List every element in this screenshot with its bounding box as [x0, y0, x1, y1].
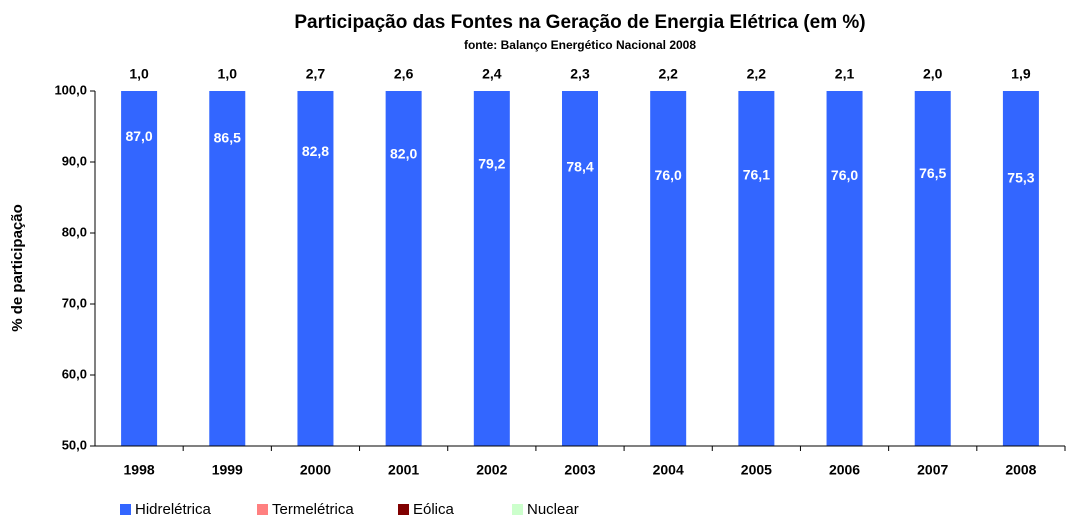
data-label: 87,0 — [125, 128, 152, 144]
data-label: 78,4 — [566, 158, 593, 174]
x-tick-label: 2002 — [476, 462, 507, 478]
y-tick-label: 90,0 — [62, 153, 87, 168]
bar-segment — [826, 91, 863, 446]
legend-label: Hidrelétrica — [135, 501, 212, 518]
data-label: 75,3 — [1007, 169, 1034, 185]
data-label: 2,2 — [658, 66, 678, 82]
bar-segment — [209, 91, 246, 446]
y-tick-label: 50,0 — [62, 437, 87, 452]
bar-segment — [385, 91, 422, 446]
legend-swatch — [257, 504, 268, 515]
chart-title: Participação das Fontes na Geração de En… — [294, 12, 865, 33]
data-label: 2,7 — [306, 66, 326, 82]
bar-segment — [297, 91, 334, 446]
bar-segment — [914, 91, 951, 446]
bar-segment — [738, 91, 775, 446]
bar-segment — [121, 91, 158, 446]
x-tick-label: 2007 — [917, 462, 948, 478]
x-tick-label: 1998 — [124, 462, 155, 478]
x-tick-label: 2006 — [829, 462, 860, 478]
data-label: 1,0 — [129, 66, 149, 82]
data-label: 76,5 — [919, 165, 946, 181]
y-tick-label: 100,0 — [54, 82, 87, 97]
x-tick-label: 2001 — [388, 462, 419, 478]
data-label: 82,8 — [302, 143, 329, 159]
data-label: 1,9 — [1011, 66, 1031, 82]
bar-segment — [473, 91, 510, 446]
legend-label: Eólica — [413, 501, 455, 518]
data-label: 2,0 — [923, 66, 943, 82]
chart-subtitle: fonte: Balanço Energético Nacional 2008 — [464, 38, 696, 52]
legend-swatch — [512, 504, 523, 515]
x-tick-label: 2003 — [564, 462, 595, 478]
data-label: 86,5 — [214, 130, 241, 146]
data-label: 76,1 — [743, 167, 770, 183]
data-label: 2,1 — [835, 66, 855, 82]
data-label: 1,0 — [218, 66, 238, 82]
plot-area — [121, 91, 1039, 446]
bar-segment — [1002, 91, 1039, 446]
legend-label: Nuclear — [527, 501, 579, 518]
x-tick-label: 2004 — [653, 462, 684, 478]
y-tick-label: 60,0 — [62, 366, 87, 381]
x-tick-label: 2000 — [300, 462, 331, 478]
legend-label: Termelétrica — [272, 501, 354, 518]
data-label: 82,0 — [390, 146, 417, 162]
data-label: 76,0 — [655, 167, 682, 183]
data-label: 2,6 — [394, 66, 414, 82]
bar-segment — [650, 91, 687, 446]
x-tick-label: 2008 — [1005, 462, 1036, 478]
data-label: 2,3 — [570, 66, 590, 82]
data-label: 76,0 — [831, 167, 858, 183]
x-tick-label: 2005 — [741, 462, 772, 478]
data-label: 79,2 — [478, 156, 505, 172]
y-tick-label: 80,0 — [62, 224, 87, 239]
y-tick-label: 70,0 — [62, 295, 87, 310]
data-label: 2,2 — [747, 66, 767, 82]
y-axis-label: % de participação — [9, 204, 26, 332]
x-tick-label: 1999 — [212, 462, 243, 478]
bar-segment — [562, 91, 598, 446]
data-label: 2,4 — [482, 66, 502, 82]
legend-swatch — [398, 504, 409, 515]
legend-swatch — [120, 504, 131, 515]
